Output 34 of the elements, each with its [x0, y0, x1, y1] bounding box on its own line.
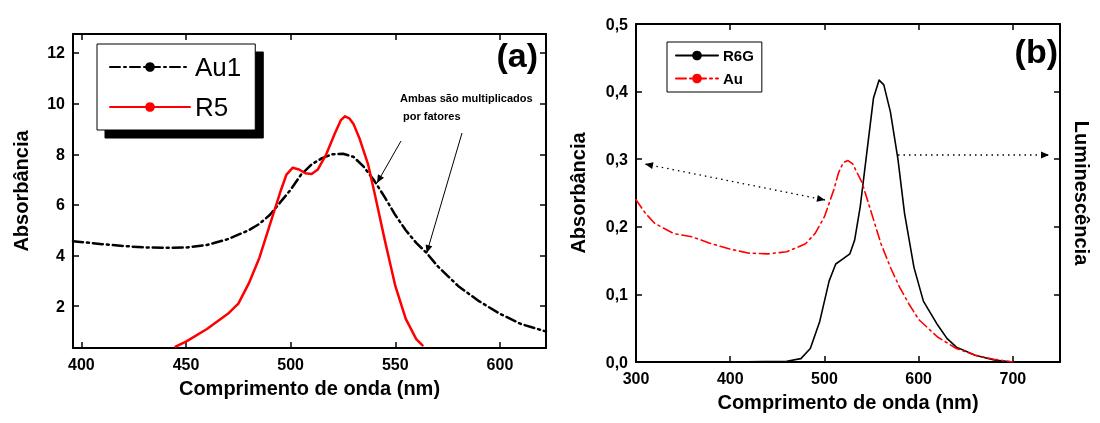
legend-label: Au1: [195, 52, 242, 82]
y-tick-label: 0,3: [605, 150, 629, 168]
x-tick-label: 500: [277, 355, 305, 373]
x-axis-title: Comprimento de onda (nm): [717, 391, 979, 413]
annotation: Ambas são multiplicados por fatores: [400, 92, 533, 122]
x-tick-label: 600: [486, 355, 514, 373]
annotation: (b): [1014, 32, 1059, 70]
y-tick-label: 0,4: [605, 83, 629, 101]
annotation: (a): [496, 36, 539, 74]
y-tick-label: 10: [47, 95, 66, 113]
legend-label: R5: [195, 92, 229, 122]
x-tick-label: 600: [905, 369, 933, 387]
y-axis-title: Absorbância: [10, 129, 32, 252]
y-tick-label: 2: [56, 297, 66, 315]
y-tick-label: 0,5: [605, 15, 629, 33]
y-tick-label: 0,1: [605, 285, 629, 303]
y2-axis-title: Luminescência: [1071, 120, 1093, 267]
x-tick-label: 400: [68, 355, 95, 373]
y-tick-label: 8: [56, 145, 66, 163]
y-tick-label: 12: [47, 44, 66, 62]
x-tick-label: 400: [716, 369, 744, 387]
x-axis-title: Comprimento de onda (nm): [178, 377, 441, 399]
x-tick-label: 500: [811, 369, 838, 387]
y-tick-label: 0,2: [605, 218, 629, 236]
x-tick-label: 300: [622, 369, 650, 387]
y-axis-title: Absorbância: [567, 131, 589, 254]
y-tick-label: 0,0: [605, 353, 629, 371]
x-tick-label: 550: [381, 355, 409, 373]
legend-label: Au: [723, 70, 743, 87]
legend-label: R6G: [723, 47, 754, 64]
y-tick-label: 6: [56, 196, 66, 214]
x-tick-label: 700: [999, 369, 1027, 387]
y-tick-label: 4: [56, 247, 66, 265]
x-tick-label: 450: [172, 355, 200, 373]
